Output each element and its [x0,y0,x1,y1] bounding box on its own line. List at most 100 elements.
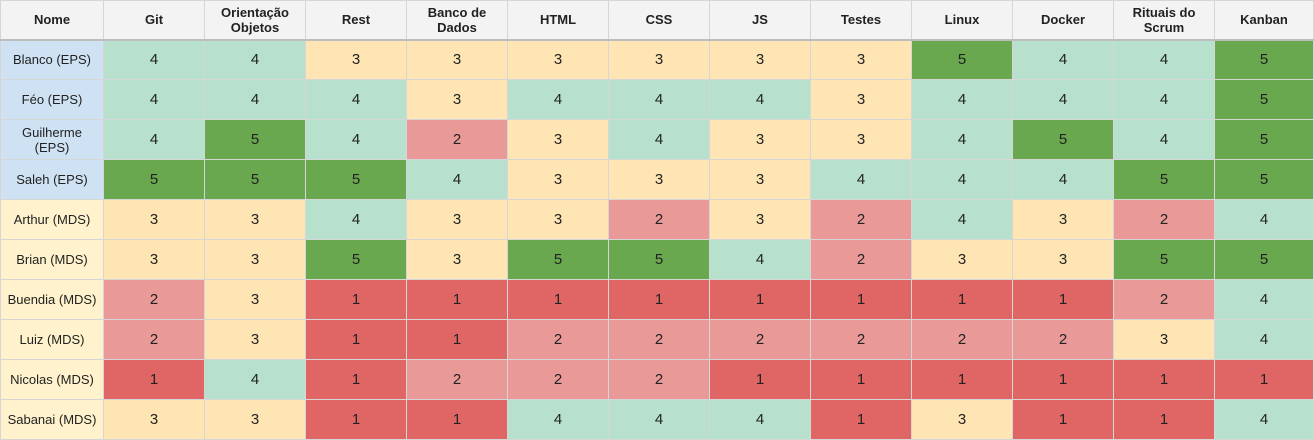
score-cell[interactable]: 4 [1214,399,1314,440]
score-cell[interactable]: 3 [709,119,811,160]
score-cell[interactable]: 4 [507,79,609,120]
score-cell[interactable]: 4 [709,239,811,280]
score-cell[interactable]: 1 [305,399,407,440]
score-cell[interactable]: 3 [406,199,508,240]
score-cell[interactable]: 4 [1113,119,1215,160]
name-cell[interactable]: Sabanai (MDS) [0,399,104,440]
score-cell[interactable]: 2 [911,319,1013,360]
score-cell[interactable]: 1 [911,359,1013,400]
score-cell[interactable]: 4 [305,199,407,240]
score-cell[interactable]: 2 [709,319,811,360]
score-cell[interactable]: 3 [204,199,306,240]
score-cell[interactable]: 3 [810,79,912,120]
score-cell[interactable]: 4 [103,39,205,80]
score-cell[interactable]: 1 [305,279,407,320]
score-cell[interactable]: 4 [305,79,407,120]
score-cell[interactable]: 2 [608,359,710,400]
score-cell[interactable]: 4 [608,119,710,160]
score-cell[interactable]: 2 [406,359,508,400]
score-cell[interactable]: 3 [709,159,811,200]
score-cell[interactable]: 1 [1012,279,1114,320]
header-cell-docker[interactable]: Docker [1012,0,1114,41]
score-cell[interactable]: 1 [1113,359,1215,400]
score-cell[interactable]: 2 [608,319,710,360]
score-cell[interactable]: 5 [1214,119,1314,160]
score-cell[interactable]: 5 [305,239,407,280]
header-cell-rituais-do-scrum[interactable]: Rituais do Scrum [1113,0,1215,41]
score-cell[interactable]: 1 [406,399,508,440]
score-cell[interactable]: 1 [810,359,912,400]
header-cell-css[interactable]: CSS [608,0,710,41]
score-cell[interactable]: 5 [608,239,710,280]
score-cell[interactable]: 1 [810,399,912,440]
score-cell[interactable]: 5 [204,119,306,160]
score-cell[interactable]: 1 [305,359,407,400]
score-cell[interactable]: 3 [507,159,609,200]
score-cell[interactable]: 3 [911,239,1013,280]
score-cell[interactable]: 5 [1113,159,1215,200]
header-cell-linux[interactable]: Linux [911,0,1013,41]
score-cell[interactable]: 3 [103,399,205,440]
score-cell[interactable]: 4 [507,399,609,440]
score-cell[interactable]: 4 [1012,39,1114,80]
score-cell[interactable]: 2 [810,319,912,360]
header-cell-html[interactable]: HTML [507,0,609,41]
score-cell[interactable]: 4 [1214,319,1314,360]
score-cell[interactable]: 4 [709,399,811,440]
score-cell[interactable]: 2 [507,359,609,400]
score-cell[interactable]: 2 [1113,199,1215,240]
name-cell[interactable]: Buendia (MDS) [0,279,104,320]
score-cell[interactable]: 4 [911,119,1013,160]
score-cell[interactable]: 4 [103,79,205,120]
score-cell[interactable]: 4 [305,119,407,160]
score-cell[interactable]: 1 [305,319,407,360]
score-cell[interactable]: 3 [507,119,609,160]
score-cell[interactable]: 5 [103,159,205,200]
name-cell[interactable]: Arthur (MDS) [0,199,104,240]
name-cell[interactable]: Guilherme (EPS) [0,119,104,160]
score-cell[interactable]: 3 [204,279,306,320]
score-cell[interactable]: 3 [709,199,811,240]
score-cell[interactable]: 4 [810,159,912,200]
score-cell[interactable]: 4 [1214,199,1314,240]
score-cell[interactable]: 3 [406,39,508,80]
score-cell[interactable]: 2 [1113,279,1215,320]
score-cell[interactable]: 5 [1214,239,1314,280]
score-cell[interactable]: 1 [1214,359,1314,400]
score-cell[interactable]: 2 [507,319,609,360]
score-cell[interactable]: 4 [911,199,1013,240]
score-cell[interactable]: 1 [810,279,912,320]
score-cell[interactable]: 3 [507,199,609,240]
score-cell[interactable]: 4 [1113,39,1215,80]
score-cell[interactable]: 3 [810,119,912,160]
score-cell[interactable]: 1 [608,279,710,320]
score-cell[interactable]: 5 [204,159,306,200]
score-cell[interactable]: 1 [406,319,508,360]
header-cell-rest[interactable]: Rest [305,0,407,41]
score-cell[interactable]: 4 [406,159,508,200]
score-cell[interactable]: 3 [103,239,205,280]
score-cell[interactable]: 3 [406,239,508,280]
score-cell[interactable]: 2 [103,319,205,360]
name-cell[interactable]: Blanco (EPS) [0,39,104,80]
name-cell[interactable]: Luiz (MDS) [0,319,104,360]
score-cell[interactable]: 3 [507,39,609,80]
score-cell[interactable]: 5 [1214,39,1314,80]
header-cell-git[interactable]: Git [103,0,205,41]
score-cell[interactable]: 3 [608,159,710,200]
score-cell[interactable]: 3 [810,39,912,80]
name-cell[interactable]: Brian (MDS) [0,239,104,280]
score-cell[interactable]: 3 [1012,239,1114,280]
score-cell[interactable]: 1 [103,359,205,400]
score-cell[interactable]: 2 [810,199,912,240]
score-cell[interactable]: 4 [1214,279,1314,320]
score-cell[interactable]: 1 [709,279,811,320]
score-cell[interactable]: 5 [911,39,1013,80]
score-cell[interactable]: 1 [406,279,508,320]
score-cell[interactable]: 2 [103,279,205,320]
score-cell[interactable]: 4 [103,119,205,160]
score-cell[interactable]: 5 [1214,159,1314,200]
name-cell[interactable]: Saleh (EPS) [0,159,104,200]
score-cell[interactable]: 3 [1113,319,1215,360]
name-cell[interactable]: Féo (EPS) [0,79,104,120]
